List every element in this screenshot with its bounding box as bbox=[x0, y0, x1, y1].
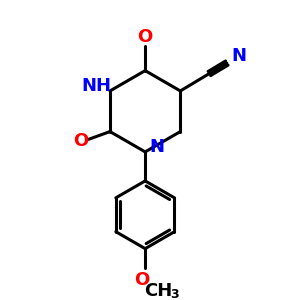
Text: O: O bbox=[134, 271, 149, 289]
Text: 3: 3 bbox=[170, 288, 178, 300]
Text: NH: NH bbox=[81, 77, 111, 95]
Text: N: N bbox=[149, 138, 164, 156]
Text: O: O bbox=[137, 28, 153, 46]
Text: O: O bbox=[73, 132, 88, 150]
Text: CH: CH bbox=[145, 282, 173, 300]
Text: N: N bbox=[231, 47, 246, 65]
